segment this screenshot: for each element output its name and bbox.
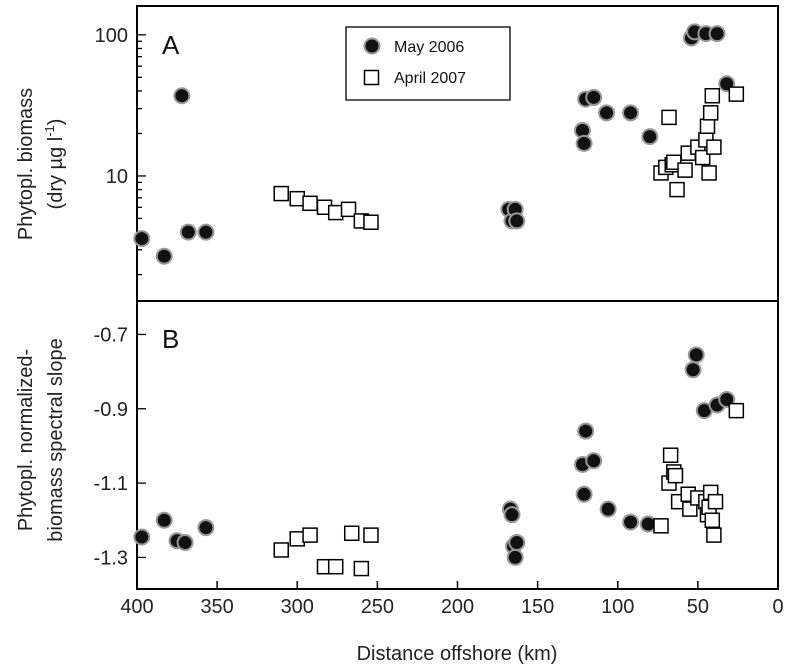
panel-a-april-2007-point: [701, 165, 717, 181]
panel-a-april-2007-point: [704, 88, 721, 104]
panel-a-april-2007-point: [661, 109, 677, 126]
panel-b-letter: B: [162, 324, 179, 354]
panel-a-may-2006-point: [508, 212, 526, 230]
panel-b-y-tick-label: -1.1: [94, 473, 128, 495]
panel-b-april-2007-point: [662, 447, 679, 463]
panel-a-may-2006-point: [598, 104, 616, 122]
x-axis-title: Distance offshore (km): [357, 643, 558, 665]
panel-b-may-2006-point: [577, 422, 595, 440]
panel-a-may-2006-point: [155, 247, 173, 265]
panel-b-april-2007-point: [302, 527, 318, 543]
panel-b-april-2007-point: [289, 531, 305, 547]
panel-a-april-2007-point: [273, 185, 289, 202]
panel-b-y-tick-label: -1.3: [94, 547, 128, 569]
panel-b-may-2006-point: [133, 528, 151, 546]
panel-a-may-2006-point: [197, 223, 215, 241]
panel-b-april-2007-point: [273, 542, 289, 558]
panel-a-april-2007-point: [289, 190, 305, 207]
panel-b-april-2007-point: [706, 527, 722, 543]
panel-b-may-2006-point: [684, 361, 702, 379]
panel-a-may-2006-point: [575, 134, 593, 152]
panel-a-april-2007-point: [699, 118, 716, 134]
panel-a-ylabel-line1: Phytopl. biomass: [15, 88, 37, 240]
panel-b-may-2006-point: [687, 346, 705, 364]
panel-a-april-2007-point: [702, 105, 719, 121]
panel-b-may-2006-point: [599, 500, 617, 518]
data-marks: [133, 23, 745, 577]
panel-a-april-2007-point: [706, 139, 722, 155]
panel-a-april-2007-point: [363, 214, 379, 230]
x-tick-label: 200: [441, 596, 474, 618]
x-tick-label: 350: [200, 596, 233, 618]
panel-a-ylabel-line2: (dry µg l-1): [42, 119, 67, 210]
panel-b-april-2007-point: [363, 527, 379, 543]
panel-b-april-2007-point: [667, 467, 684, 484]
panel-b-ylabel-line1: Phytopl. normalized-: [15, 349, 37, 531]
panel-b-april-2007-point: [728, 402, 745, 419]
panel-b-y-tick-label: -0.9: [94, 399, 128, 421]
panel-b-may-2006-point: [622, 513, 640, 531]
panel-b-may-2006-point: [508, 534, 526, 552]
x-tick-label: 250: [361, 596, 394, 618]
panel-a-may-2006-point: [179, 223, 197, 241]
panel-b-april-2007-point: [704, 512, 721, 529]
panel-b-may-2006-point: [155, 511, 173, 529]
panel-a-may-2006-point: [585, 88, 603, 106]
legend-label-april-2007: April 2007: [394, 70, 466, 87]
panel-b-april-2007-point: [343, 525, 360, 542]
x-tick-label: 0: [772, 596, 783, 618]
panel-b-april-2007-point: [707, 493, 724, 510]
x-tick-label: 150: [521, 596, 554, 618]
panel-b-y-tick-label: -0.7: [94, 324, 128, 346]
panel-a-may-2006-point: [708, 25, 726, 43]
panel-b-may-2006-point: [503, 506, 521, 524]
panel-a-may-2006-point: [622, 104, 640, 122]
x-tick-label: 50: [687, 596, 709, 618]
panel-b-ylabel-line2: biomass spectral slope: [45, 338, 67, 541]
x-tick-label: 300: [281, 596, 314, 618]
axis-ticks: 400 350 300 250 200 150 100 50 0 10 100 -0.7 -0.9 -1.…: [94, 25, 784, 618]
panel-a-may-2006-point: [173, 87, 191, 105]
x-tick-label: 100: [601, 596, 634, 618]
legend-marker-april-2007: [363, 69, 380, 86]
legend-marker-may-2006: [363, 37, 381, 55]
panel-b-may-2006-point: [575, 485, 593, 503]
legend-label-may-2006: May 2006: [394, 39, 464, 56]
panel-a-y-tick-label: 10: [106, 166, 128, 188]
panel-a-may-2006-point: [641, 128, 659, 146]
panel-b-april-2007-point: [327, 558, 344, 575]
panel-a-april-2007-point: [302, 195, 318, 212]
panel-b-april-2007-point: [653, 518, 669, 534]
panel-a-ylabel-sup: -1: [42, 125, 57, 137]
panel-a-april-2007-point: [677, 162, 693, 178]
panel-b-may-2006-point: [176, 534, 194, 552]
panel-b-april-2007-point: [353, 560, 370, 577]
panel-a-y-tick-label: 100: [95, 25, 128, 47]
panel-b-may-2006-point: [197, 519, 215, 537]
panel-a-letter: A: [162, 30, 180, 60]
panel-a-april-2007-point: [728, 86, 745, 102]
panel-b-may-2006-point: [506, 548, 524, 566]
panel-a-april-2007-point: [340, 201, 357, 218]
x-tick-label: 400: [120, 596, 153, 618]
panel-a-april-2007-point: [669, 181, 685, 198]
panel-b-may-2006-point: [585, 452, 603, 470]
panel-a-april-2007-point: [327, 204, 344, 221]
panel-a-may-2006-point: [133, 230, 151, 248]
